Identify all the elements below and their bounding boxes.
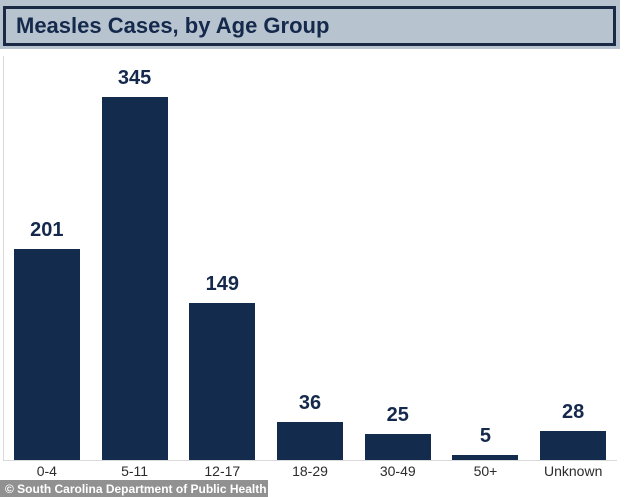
x-axis-label: Unknown xyxy=(543,463,603,479)
bar-18-29 xyxy=(277,422,344,460)
bar-value-label: 28 xyxy=(562,401,585,423)
bar-value-label: 5 xyxy=(479,425,492,447)
bar-chart: 201 345 149 36 25 5 28 xyxy=(3,65,617,460)
x-axis-label: 0-4 xyxy=(36,463,57,479)
bar-0-4 xyxy=(13,249,80,460)
bar-30-49 xyxy=(364,434,431,460)
x-axis-label: 30-49 xyxy=(379,463,416,479)
x-axis-line xyxy=(3,460,617,461)
bar-Unknown xyxy=(540,431,607,460)
chart-title: Measles Cases, by Age Group xyxy=(16,13,330,38)
bar-column: 201 xyxy=(3,65,91,460)
bar-value-label: 345 xyxy=(117,67,152,89)
bar-column: 149 xyxy=(178,65,266,460)
bar-value-label: 201 xyxy=(30,219,64,241)
bar-column: 36 xyxy=(266,65,354,460)
bar-5-11 xyxy=(101,97,168,460)
bar-column: 28 xyxy=(529,65,617,460)
bar-column: 25 xyxy=(354,65,442,460)
y-axis-line xyxy=(3,56,4,460)
x-axis-label: 50+ xyxy=(473,463,498,479)
x-axis-label: 5-11 xyxy=(121,463,149,479)
chart-title-border: Measles Cases, by Age Group xyxy=(3,6,616,46)
x-axis-labels: 0-4 5-11 12-17 18-29 30-49 50+ Unknown xyxy=(3,462,617,480)
x-axis-label: 12-17 xyxy=(204,463,241,479)
attribution-bar: © South Carolina Department of Public He… xyxy=(0,480,268,497)
bar-value-label: 36 xyxy=(298,392,322,414)
bar-value-label: 25 xyxy=(386,404,409,426)
x-axis-label: 18-29 xyxy=(292,463,328,479)
bar-column: 345 xyxy=(91,65,179,460)
chart-title-bar: Measles Cases, by Age Group xyxy=(0,0,620,49)
bar-50+ xyxy=(452,455,519,460)
attribution-text: © South Carolina Department of Public He… xyxy=(5,481,267,496)
bar-column: 5 xyxy=(442,65,530,460)
bar-value-label: 149 xyxy=(205,273,239,295)
bar-12-17 xyxy=(189,303,256,460)
